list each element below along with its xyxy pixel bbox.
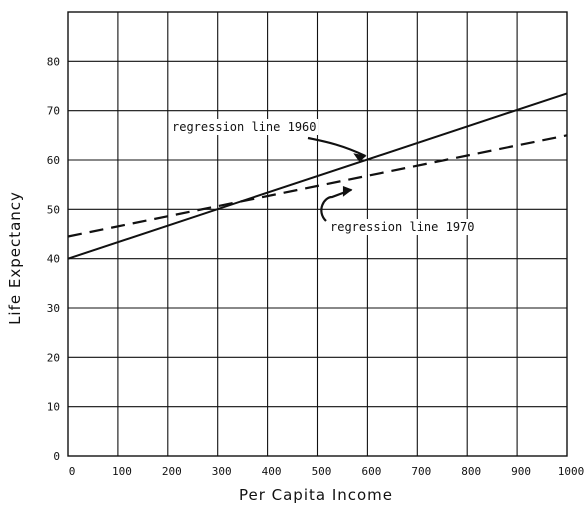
annotation-1960-arrowhead xyxy=(353,153,367,162)
x-tick-label: 900 xyxy=(511,465,531,478)
series-line-1970 xyxy=(67,134,568,238)
annotation-1970-bg xyxy=(328,219,504,235)
y-tick-label: 50 xyxy=(47,203,60,216)
series-lines xyxy=(67,92,568,260)
annotations: regression line 1960 regression line 1970 xyxy=(170,119,504,235)
y-tick-label: 0 xyxy=(53,450,60,463)
annotation-1970-label: regression line 1970 xyxy=(330,220,475,234)
y-tick-label: 20 xyxy=(47,351,60,364)
y-tick-label: 70 xyxy=(47,105,60,118)
series-line-1960 xyxy=(67,92,568,260)
y-tick-label: 80 xyxy=(47,55,60,68)
x-tick-label: 600 xyxy=(361,465,381,478)
y-tick-label: 60 xyxy=(47,154,60,167)
x-tick-label: 500 xyxy=(312,465,332,478)
tick-labels: 0 100 200 300 400 500 600 700 800 900 1000 0 10 20 30 4… xyxy=(47,55,585,478)
x-tick-label: 200 xyxy=(162,465,182,478)
x-axis-title: Per Capita Income xyxy=(239,486,393,504)
x-tick-label: 800 xyxy=(461,465,481,478)
annotation-1960-bg xyxy=(170,119,318,135)
x-tick-label: 0 xyxy=(69,465,76,478)
x-tick-label: 700 xyxy=(411,465,431,478)
annotation-1960-label: regression line 1960 xyxy=(172,120,317,134)
y-axis-title: Life Expectancy xyxy=(6,191,24,325)
grid xyxy=(67,11,568,457)
x-tick-label: 400 xyxy=(262,465,282,478)
y-tick-label: 10 xyxy=(47,401,60,414)
x-tick-label: 300 xyxy=(212,465,232,478)
annotation-1970-arrow xyxy=(320,188,352,222)
y-tick-label: 40 xyxy=(47,253,60,266)
annotation-1960-arrow xyxy=(307,136,366,157)
x-tick-label: 1000 xyxy=(558,465,585,478)
x-tick-label: 100 xyxy=(112,465,132,478)
annotation-1970-arrowhead xyxy=(342,186,353,197)
y-tick-label: 30 xyxy=(47,302,60,315)
